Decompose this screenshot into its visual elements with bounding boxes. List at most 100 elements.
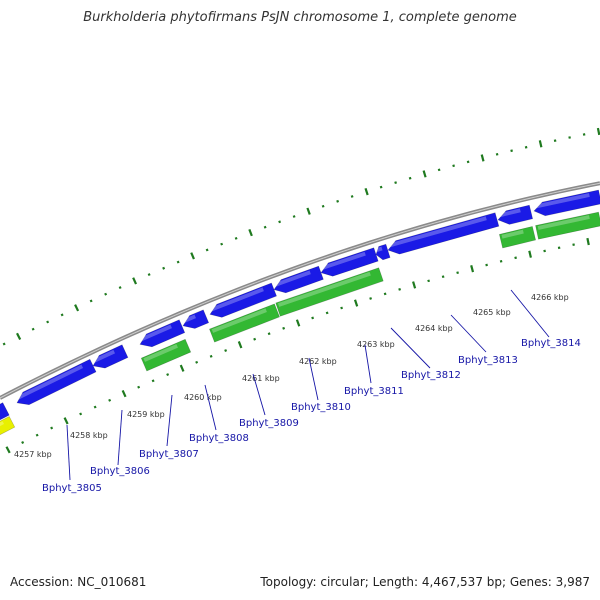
forward-gene-arrow[interactable] (533, 189, 600, 218)
forward-gene-arrow[interactable] (319, 247, 379, 280)
forward-gene-arrow-shape[interactable] (374, 243, 391, 261)
inner-ring-tick (179, 364, 185, 372)
forward-gene-arrow[interactable] (90, 344, 129, 372)
inner-ring-tick (267, 332, 271, 336)
highlight-gene-arrow[interactable] (0, 416, 16, 437)
forward-gene-arrow-gloss (16, 364, 84, 401)
inner-ring-tick (427, 279, 430, 283)
inner-ring-tick (572, 243, 575, 246)
forward-gene-arrow-shape[interactable] (386, 212, 500, 257)
forward-gene-arrow-shape[interactable] (272, 265, 324, 296)
reverse-gene-arrow[interactable] (209, 303, 280, 343)
forward-gene-arrow-shape[interactable] (14, 358, 97, 409)
outer-ring-tick (205, 248, 209, 252)
outer-ring-tick (60, 313, 64, 317)
reverse-gene-arrow[interactable] (499, 226, 536, 249)
reverse-gene-arrow-shape[interactable] (535, 211, 600, 240)
gene-leader-line (364, 344, 372, 384)
gene-label[interactable]: Bphyt_3814 (521, 338, 581, 349)
forward-gene-arrow-shape[interactable] (207, 282, 277, 321)
gene-leader-line (117, 409, 123, 466)
inner-ring-tick (340, 306, 344, 310)
reverse-gene-arrow-shape[interactable] (499, 226, 536, 249)
reverse-gene-arrow-shape[interactable] (275, 267, 384, 317)
gene-label[interactable]: Bphyt_3811 (344, 386, 404, 397)
reverse-gene-arrow-gloss (143, 344, 178, 362)
gene-label[interactable]: Bphyt_3807 (139, 449, 199, 460)
gene-leader-line (390, 327, 431, 369)
forward-gene-arrow[interactable] (386, 212, 500, 257)
forward-gene-arrow[interactable] (14, 358, 97, 409)
outer-ring-tick (306, 207, 311, 215)
outer-ring-tick (176, 260, 180, 264)
outer-ring-tick (524, 145, 528, 149)
outer-ring-tick (582, 133, 586, 136)
inner-ring-tick (63, 417, 69, 425)
inner-ring-tick (325, 311, 329, 315)
topology-text: Topology: circular; Length: 4,467,537 bp… (260, 575, 590, 589)
forward-gene-arrow[interactable] (180, 309, 210, 332)
gene-label[interactable]: Bphyt_3806 (90, 466, 150, 477)
forward-gene-arrow[interactable] (137, 319, 186, 351)
gene-label[interactable]: Bphyt_3813 (458, 355, 518, 366)
inner-ring-tick (369, 297, 373, 300)
scale-tick-label: 4263 kbp (357, 340, 395, 349)
forward-gene-arrow-shape[interactable] (319, 247, 379, 280)
inner-ring-tick (209, 354, 213, 358)
outer-ring-tick (336, 199, 340, 203)
highlight-gene-arrow-shape[interactable] (0, 416, 16, 437)
outer-ring-tick (292, 215, 296, 218)
outer-ring-tick (234, 236, 238, 240)
reverse-gene-arrow[interactable] (535, 211, 600, 240)
forward-gene-arrow[interactable] (374, 243, 391, 261)
outer-ring-tick (495, 152, 499, 156)
reverse-gene-arrow-shape[interactable] (209, 303, 280, 343)
outer-ring-tick (538, 140, 543, 148)
forward-gene-arrow-shape[interactable] (90, 344, 129, 372)
forward-gene-arrow-shape[interactable] (180, 309, 210, 332)
gene-leader-line (166, 394, 173, 447)
inner-ring-tick (557, 246, 561, 250)
scale-tick-label: 4257 kbp (14, 450, 52, 459)
outer-ring-tick (31, 327, 35, 331)
outer-ring-tick (46, 320, 50, 324)
forward-gene-arrow[interactable] (272, 265, 324, 296)
forward-gene-arrow[interactable] (0, 402, 10, 424)
inner-ring-tick (398, 288, 401, 291)
map-title: Burkholderia phytofirmans PsJN chromosom… (83, 10, 517, 25)
forward-gene-arrow[interactable] (207, 282, 277, 321)
inner-dotted-ring (5, 237, 590, 454)
forward-gene-arrow-gloss (534, 193, 590, 209)
reverse-gene-arrow[interactable] (275, 267, 384, 317)
inner-ring-tick (195, 360, 199, 364)
inner-ring-tick (383, 292, 387, 296)
outer-ring-tick (350, 195, 354, 198)
gene-label[interactable]: Bphyt_3809 (239, 418, 299, 429)
forward-gene-arrow-shape[interactable] (533, 189, 600, 218)
gene-label[interactable]: Bphyt_3810 (291, 402, 351, 413)
inner-ring-tick (528, 250, 532, 258)
forward-gene-arrow-gloss (376, 246, 383, 252)
reverse-gene-arrow[interactable] (140, 338, 192, 372)
gene-label[interactable]: Bphyt_3808 (189, 433, 249, 444)
forward-gene-arrow-gloss (92, 349, 116, 364)
inner-ring-tick (499, 259, 503, 263)
gene-label[interactable]: Bphyt_3812 (401, 370, 461, 381)
forward-gene-arrow-shape[interactable] (0, 402, 10, 424)
forward-gene-arrow-gloss (182, 314, 196, 324)
forward-gene-arrow-shape[interactable] (496, 204, 534, 227)
inner-ring-tick (353, 299, 359, 307)
inner-ring-tick (5, 446, 11, 454)
forward-gene-arrow[interactable] (496, 204, 534, 227)
reverse-gene-arrow-shape[interactable] (140, 338, 192, 372)
forward-gene-arrow-shape[interactable] (137, 319, 186, 351)
inner-ring-tick (543, 249, 546, 253)
forward-gene-arrow-gloss (209, 287, 264, 312)
gene-label[interactable]: Bphyt_3805 (42, 483, 102, 494)
gene-leader-line (308, 357, 319, 401)
outer-ring-tick (408, 176, 412, 180)
outer-ring-tick (263, 225, 267, 229)
forward-strand-genes (0, 189, 600, 424)
outer-ring-tick (422, 170, 427, 178)
